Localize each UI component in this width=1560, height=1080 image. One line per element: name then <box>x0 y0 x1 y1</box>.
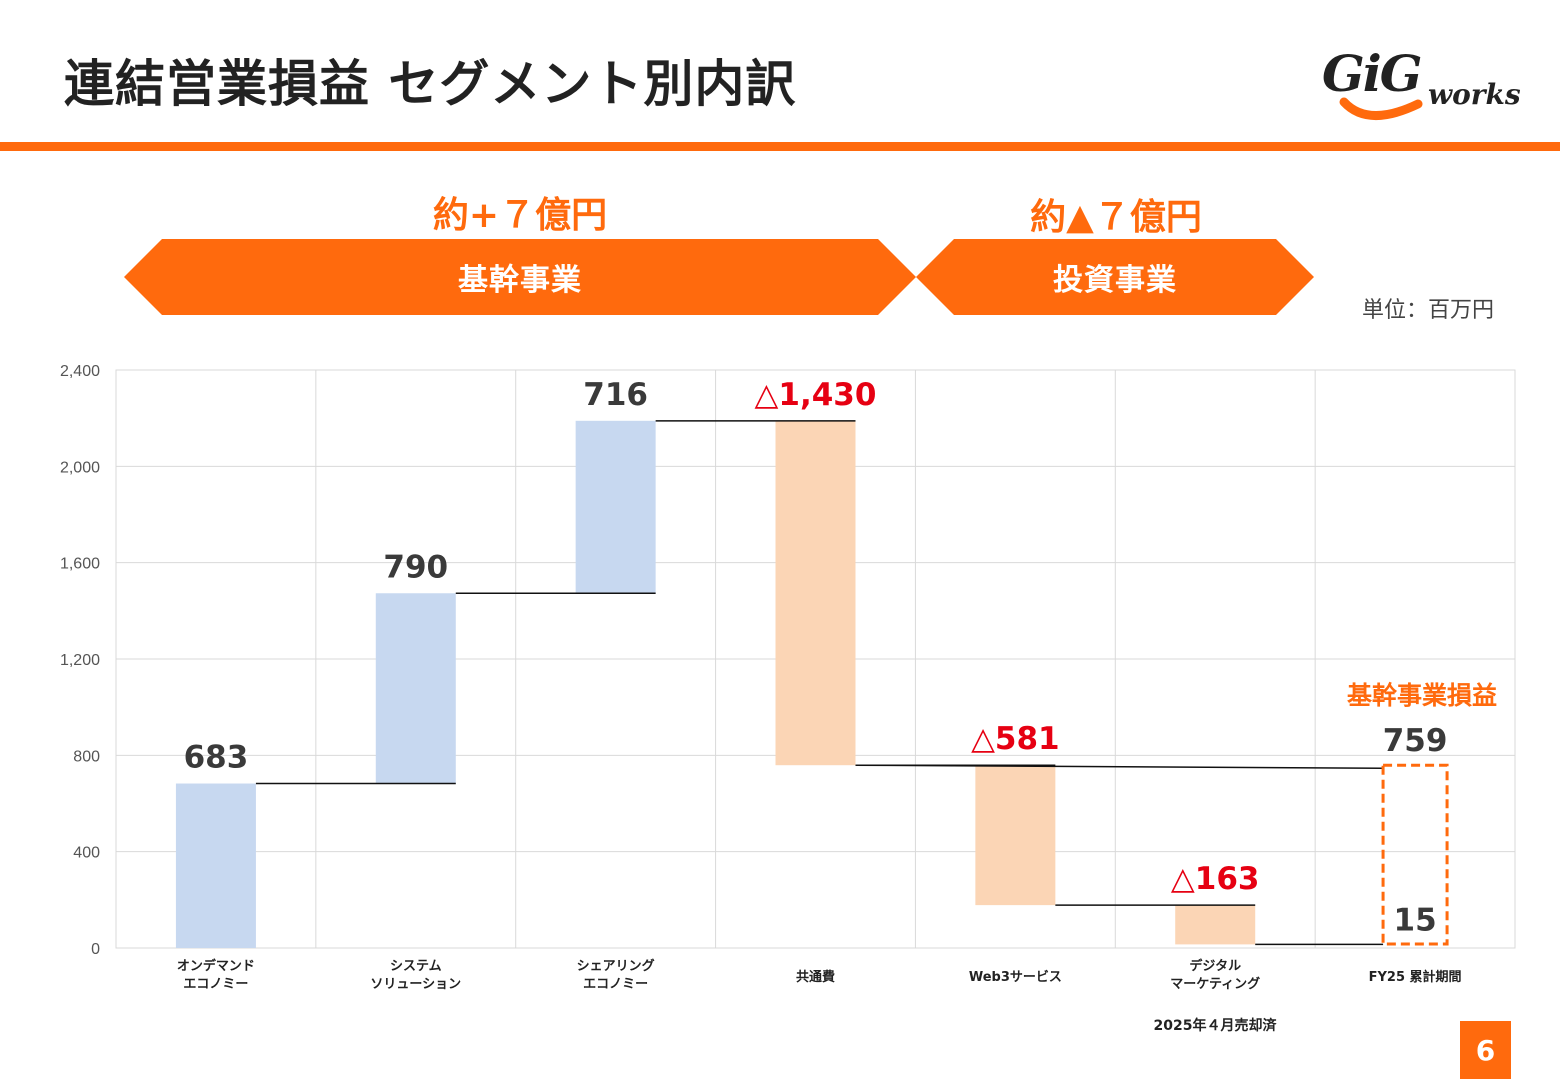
investment-summary: 約▲７億円 <box>1030 197 1202 238</box>
bar <box>375 593 456 784</box>
company-logo: GiG works <box>1318 44 1521 134</box>
core-summary: 約+７億円 <box>432 195 608 236</box>
y-tick-label: 1,200 <box>60 652 100 669</box>
bar <box>575 420 656 594</box>
core-total-box <box>1381 763 1449 946</box>
value-label: △581 <box>971 721 1060 757</box>
value-label: △163 <box>1171 861 1260 897</box>
value-label: 716 <box>583 377 648 413</box>
investment-banner: 投資事業 <box>916 239 1314 315</box>
y-tick-label: 800 <box>73 748 100 765</box>
investment-banner-shape <box>916 239 1314 315</box>
bar <box>775 420 856 766</box>
y-tick-label: 400 <box>73 845 100 862</box>
category-label: オンデマンド <box>177 958 255 974</box>
core-total-value-label: 759 <box>1383 723 1448 759</box>
y-tick-label: 2,000 <box>60 459 100 476</box>
category-label: エコノミー <box>183 977 248 992</box>
logo-subtext: works <box>1428 78 1521 111</box>
category-label: マーケティング <box>1170 976 1260 992</box>
y-tick-label: 1,600 <box>60 556 100 573</box>
category-label: ソリューション <box>370 977 461 992</box>
value-label: △1,430 <box>755 377 877 413</box>
bar <box>1175 905 1256 945</box>
bar <box>975 765 1056 906</box>
category-label: エコノミー <box>583 977 648 992</box>
core-profit-label: 基幹事業損益 <box>1346 681 1497 710</box>
logo-text: GiG <box>1322 44 1422 103</box>
investment-banner-label: 投資事業 <box>1053 263 1177 298</box>
header-rule <box>0 142 1560 151</box>
logo-smile-icon <box>1339 97 1423 120</box>
value-label: 683 <box>184 740 249 776</box>
y-tick-label: 2,400 <box>60 363 100 380</box>
y-tick-label: 0 <box>91 941 100 958</box>
page-number: 6 <box>1460 1021 1511 1079</box>
core-banner: 基幹事業 <box>124 239 916 315</box>
category-label: FY25 累計期間 <box>1369 969 1462 985</box>
page-title: 連結営業損益 セグメント別内訳 <box>64 55 797 113</box>
value-label: 15 <box>1394 902 1437 938</box>
category-label: 共通費 <box>796 969 835 985</box>
unit-label: 単位：百万円 <box>1362 298 1495 323</box>
divested-note: 2025年４月売却済 <box>1153 1018 1277 1034</box>
category-label: システム <box>390 959 442 974</box>
category-label: シェアリング <box>577 958 655 974</box>
value-label: 790 <box>383 549 448 585</box>
core-banner-label: 基幹事業 <box>458 263 582 298</box>
connector-line-core-total <box>855 764 1384 769</box>
core-banner-shape <box>124 239 916 315</box>
category-label: Web3サービス <box>969 969 1062 985</box>
bar <box>175 783 256 948</box>
category-label: デジタル <box>1189 958 1241 974</box>
